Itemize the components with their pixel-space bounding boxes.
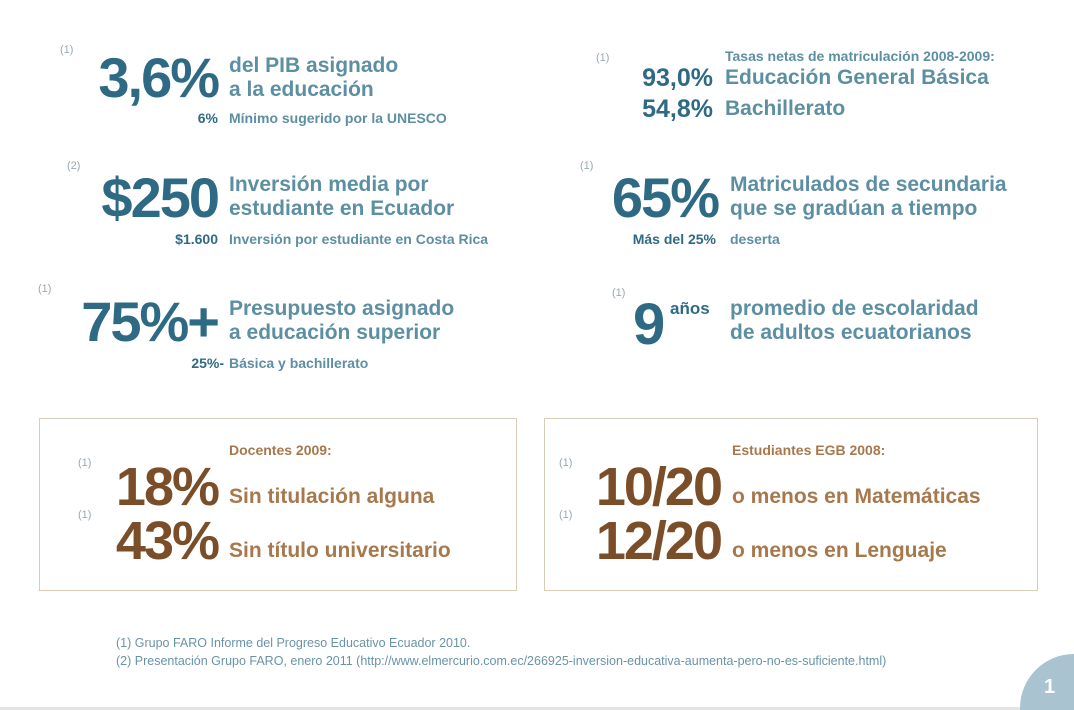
box-label: o menos en Lenguaje — [732, 539, 947, 562]
stat-value: $250 — [101, 166, 220, 229]
box-value: 18% — [115, 457, 220, 517]
stat-desc-line1: Inversión media por — [229, 173, 429, 196]
box-value: 43% — [115, 511, 220, 571]
stat-desc-line1: promedio de escolaridad — [730, 297, 979, 320]
stat-sub-value: 25%- — [191, 355, 224, 371]
ref-mark: (2) — [67, 160, 81, 172]
stat-value: 65% — [611, 166, 720, 229]
stat-desc-line2: a educación superior — [229, 321, 441, 344]
stat-desc-line2: de adultos ecuatorianos — [730, 321, 972, 344]
ref-mark: (1) — [559, 457, 573, 469]
box-heading: Docentes 2009: — [229, 442, 332, 458]
ref-mark: (1) — [78, 509, 92, 521]
stat-value: 3,6% — [98, 46, 220, 109]
ref-mark: (1) — [596, 52, 610, 64]
stat-sub-text: Básica y bachillerato — [229, 355, 369, 371]
box-heading: Estudiantes EGB 2008: — [732, 442, 886, 458]
footnote-1: (1) Grupo FARO Informe del Progreso Educ… — [116, 636, 471, 650]
box-value: 10/20 — [595, 457, 723, 517]
stat-unit: años — [670, 299, 710, 318]
stat-desc-line1: del PIB asignado — [229, 54, 399, 77]
box-label: Sin titulación alguna — [229, 485, 435, 508]
stat-label: Bachillerato — [725, 97, 846, 120]
ref-mark: (1) — [78, 457, 92, 469]
box-label: o menos en Matemáticas — [732, 485, 981, 508]
ref-mark: (1) — [612, 287, 626, 299]
footnote-2: (2) Presentación Grupo FARO, enero 2011 … — [116, 654, 887, 668]
stat-sub-value: 6% — [197, 110, 218, 126]
stat-value: 93,0% — [642, 64, 713, 92]
stat-heading: Tasas netas de matriculación 2008-2009: — [725, 48, 995, 64]
box-docentes: Docentes 2009: (1) 18% Sin titulación al… — [39, 418, 517, 591]
box-label: Sin título universitario — [229, 539, 451, 562]
stat-sub-value: Más del 25% — [632, 231, 716, 247]
page-number-badge: 1 — [1020, 654, 1074, 710]
box-estudiantes: Estudiantes EGB 2008: (1) 10/20 o menos … — [544, 418, 1038, 591]
bottom-divider — [0, 707, 1074, 710]
stat-sub-value: $1.600 — [175, 231, 218, 247]
stat-value: 54,8% — [642, 95, 713, 123]
stat-desc-line2: estudiante en Ecuador — [229, 197, 455, 220]
stat-desc-line2: a la educación — [229, 78, 374, 101]
stat-sub-text: Inversión por estudiante en Costa Rica — [229, 231, 489, 247]
stat-value: 75%+ — [81, 290, 220, 353]
stat-sub-text: deserta — [730, 231, 780, 247]
ref-mark: (1) — [38, 283, 52, 295]
ref-mark: (1) — [60, 44, 74, 56]
stat-label: Educación General Básica — [725, 66, 989, 89]
stat-desc-line1: Presupuesto asignado — [229, 297, 455, 320]
box-value: 12/20 — [595, 511, 723, 571]
page-number: 1 — [1044, 676, 1056, 698]
stat-value: 9 — [633, 292, 665, 357]
stat-desc-line1: Matriculados de secundaria — [730, 173, 1007, 196]
stat-desc-line2: que se gradúan a tiempo — [730, 197, 978, 220]
stat-sub-text: Mínimo sugerido por la UNESCO — [229, 110, 447, 126]
ref-mark: (1) — [580, 160, 594, 172]
ref-mark: (1) — [559, 509, 573, 521]
